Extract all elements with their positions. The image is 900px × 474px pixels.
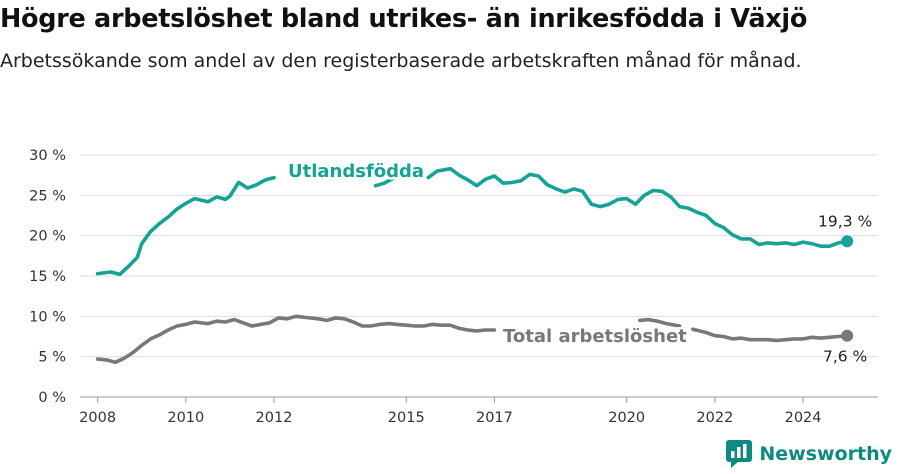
end-value-label: 7,6 % <box>823 348 867 366</box>
end-value-label: 19,3 % <box>818 212 872 230</box>
series-line <box>638 317 682 328</box>
chart-subtitle: Arbetssökande som andel av den registerb… <box>0 50 802 72</box>
series-end-point <box>841 329 854 342</box>
series-name-label: Utlandsfödda <box>288 161 424 182</box>
y-tick-label: 15 % <box>29 269 66 285</box>
x-tick-label: 2017 <box>476 410 513 426</box>
series-layer <box>95 166 854 365</box>
y-tick-label: 25 % <box>29 188 66 204</box>
x-tick-label: 2015 <box>388 410 425 426</box>
grid-lines <box>80 154 878 398</box>
series-line <box>95 175 276 277</box>
series-line <box>95 314 497 365</box>
series-line <box>691 327 849 343</box>
series-end-point <box>841 235 854 248</box>
brand-name: Newsworthy <box>759 443 892 465</box>
label-layer: Utlandsfödda Total arbetslöshet 19,3 % 7,6 … <box>286 159 873 366</box>
x-axis: 2008 2010 2012 2015 2017 2020 2022 2024 <box>79 397 822 426</box>
x-tick-label: 2024 <box>785 410 822 426</box>
x-tick-label: 2010 <box>167 410 204 426</box>
x-tick-label: 2020 <box>608 410 645 426</box>
y-tick-label: 0 % <box>38 390 66 406</box>
y-tick-label: 30 % <box>29 148 66 164</box>
x-tick-label: 2022 <box>696 410 733 426</box>
series-line <box>373 176 395 188</box>
y-tick-label: 20 % <box>29 229 66 245</box>
x-tick-label: 2012 <box>256 410 293 426</box>
x-tick-label: 2008 <box>79 410 116 426</box>
series-line <box>426 166 849 248</box>
y-tick-label: 10 % <box>29 309 66 325</box>
chart-title: Högre arbetslöshet bland utrikes- än inr… <box>0 4 808 34</box>
y-axis: 0 % 5 % 10 % 15 % 20 % 25 % 30 % <box>29 148 66 406</box>
y-tick-label: 5 % <box>38 350 66 366</box>
newsworthy-logo-icon <box>726 440 753 468</box>
brand-logo: Newsworthy <box>726 440 892 468</box>
series-name-label: Total arbetslöshet <box>503 326 687 347</box>
